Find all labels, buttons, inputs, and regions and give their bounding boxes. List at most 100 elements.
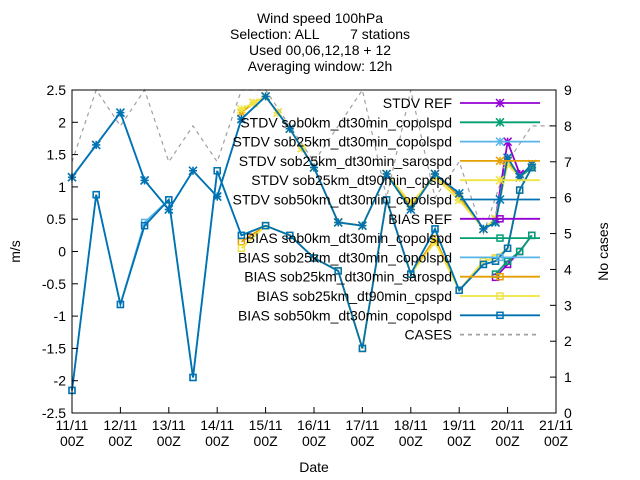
legend-label: STDV sob25km_dt30min_sarospd	[239, 153, 452, 169]
legend-sample-marker	[496, 292, 504, 300]
series-point-11	[189, 373, 197, 382]
series-point-11	[140, 221, 149, 230]
y2-tick-label: 5	[564, 226, 572, 242]
series-line-5	[71, 95, 533, 231]
series-point-11	[431, 225, 439, 233]
x-tick-label: 13/11 00Z	[152, 417, 186, 449]
series-point-5	[115, 108, 125, 118]
series-point-11	[165, 196, 173, 204]
y2-tick-label: 0	[564, 405, 572, 421]
series-point-11	[116, 300, 125, 309]
series-point-11	[286, 231, 294, 240]
y2-tick-label: 7	[564, 154, 572, 170]
legend-sample-marker	[495, 175, 505, 185]
chart-title-line-2: Selection: ALL 7 stations	[229, 26, 411, 42]
series-point-11	[455, 286, 463, 295]
series-point-11	[407, 270, 415, 278]
y-tick-label: -2.5	[42, 405, 66, 421]
series-line-7	[494, 234, 533, 275]
y2-axis-label: No cases	[595, 222, 611, 280]
legend-label: BIAS sob50km_dt30min_copolspd	[238, 307, 452, 323]
series-point-10	[237, 244, 246, 253]
chart-title-line-1: Wind speed 100hPa	[256, 10, 384, 26]
x-tick-label: 17/11 00Z	[345, 417, 379, 449]
y-tick-label: 1.5	[47, 147, 67, 163]
x-tick-label: 16/11 00Z	[297, 417, 331, 449]
legend-sample-marker	[495, 194, 505, 205]
series-point-11	[503, 244, 512, 253]
legend-label: STDV sob25km_dt30min_copolspd	[233, 134, 452, 150]
y-tick-label: 0	[58, 244, 66, 260]
y-tick-label: 2.5	[47, 82, 67, 98]
legend-sample-marker	[496, 272, 504, 281]
x-tick-label: 19/11 00Z	[442, 417, 476, 449]
legend-sample-marker	[496, 311, 504, 320]
y-tick-label: 2	[58, 114, 66, 130]
x-tick-label: 12/11 00Z	[103, 417, 137, 449]
series-point-11	[515, 186, 524, 194]
legend-label: BIAS REF	[388, 211, 452, 227]
legend-label: STDV sob0km_dt30min_copolspd	[240, 114, 452, 130]
y2-tick-label: 8	[564, 118, 572, 134]
y-tick-label: -1.5	[42, 340, 66, 356]
series-point-11	[92, 190, 100, 199]
x-tick-label: 21/11 00Z	[539, 417, 573, 449]
series-point-5	[406, 204, 416, 215]
legend-label: CASES	[405, 327, 452, 343]
series-point-5	[333, 217, 343, 227]
series-point-5	[261, 91, 271, 101]
x-tick-label: 14/11 00Z	[200, 417, 234, 449]
y-axis-label: m/s	[7, 240, 23, 263]
series-point-5	[382, 169, 392, 179]
legend-label: STDV sob50km_dt30min_copolspd	[233, 192, 452, 208]
series-point-5	[140, 175, 150, 185]
legend-label: BIAS sob25km_dt30min_copolspd	[238, 249, 452, 265]
series-point-5	[236, 114, 246, 124]
series-point-5	[164, 204, 174, 215]
legend: STDV REF STDV sob0km_dt30min_copolspd STDV…	[233, 95, 540, 343]
y-tick-label: -1	[54, 308, 67, 324]
legend-label: STDV sob25km_dt90min_cpspd	[251, 172, 452, 188]
series-point-7	[515, 247, 524, 256]
y2-tick-label: 3	[564, 297, 572, 313]
series-line-11	[71, 167, 533, 391]
cases-layer	[71, 88, 556, 236]
series-point-11	[382, 196, 391, 204]
y2-tick-label: 1	[564, 369, 572, 385]
legend-sample-marker	[495, 137, 505, 147]
y2-tick-label: 9	[564, 82, 572, 98]
series-point-11	[358, 344, 367, 353]
y-tick-label: -2	[54, 373, 67, 389]
series-point-11	[237, 231, 246, 240]
series-point-11	[479, 260, 488, 269]
series-point-4	[236, 104, 246, 114]
x-tick-label: 11/11 00Z	[56, 417, 89, 449]
series-point-5	[285, 124, 295, 134]
tick-layer: -2.5 -2 -1.5 -1 -0.5 0 0.5 1 1.5 2 2.5 0 1 2 3 4 5 6 7 8 9 11…	[42, 82, 573, 449]
series-point-11	[213, 167, 221, 175]
y-tick-label: -0.5	[42, 276, 66, 292]
legend-sample-marker	[496, 215, 504, 223]
series-layer	[67, 91, 537, 395]
chart-title-line-4: Averaging window: 12h	[247, 58, 393, 74]
series-line-12	[71, 88, 556, 236]
x-tick-label: 20/11 00Z	[491, 417, 525, 449]
series-point-11	[334, 267, 342, 275]
series-point-11	[528, 163, 536, 172]
x-axis-label: Date	[299, 459, 329, 475]
legend-sample-marker	[495, 98, 505, 108]
series-point-5	[309, 162, 319, 173]
series-point-5	[188, 166, 198, 176]
y-tick-label: 0.5	[47, 211, 67, 227]
y2-tick-label: 2	[564, 333, 572, 349]
legend-sample-marker	[496, 253, 504, 262]
legend-sample-marker	[495, 117, 505, 127]
y2-tick-label: 6	[564, 190, 572, 206]
legend-label: BIAS sob25km_dt90min_cpspd	[257, 288, 452, 304]
series-point-5	[357, 221, 367, 231]
legend-label: BIAS sob0km_dt30min_copolspd	[246, 230, 452, 246]
y2-tick-label: 4	[564, 261, 572, 277]
legend-sample-marker	[496, 234, 504, 242]
series-point-5	[454, 188, 464, 198]
